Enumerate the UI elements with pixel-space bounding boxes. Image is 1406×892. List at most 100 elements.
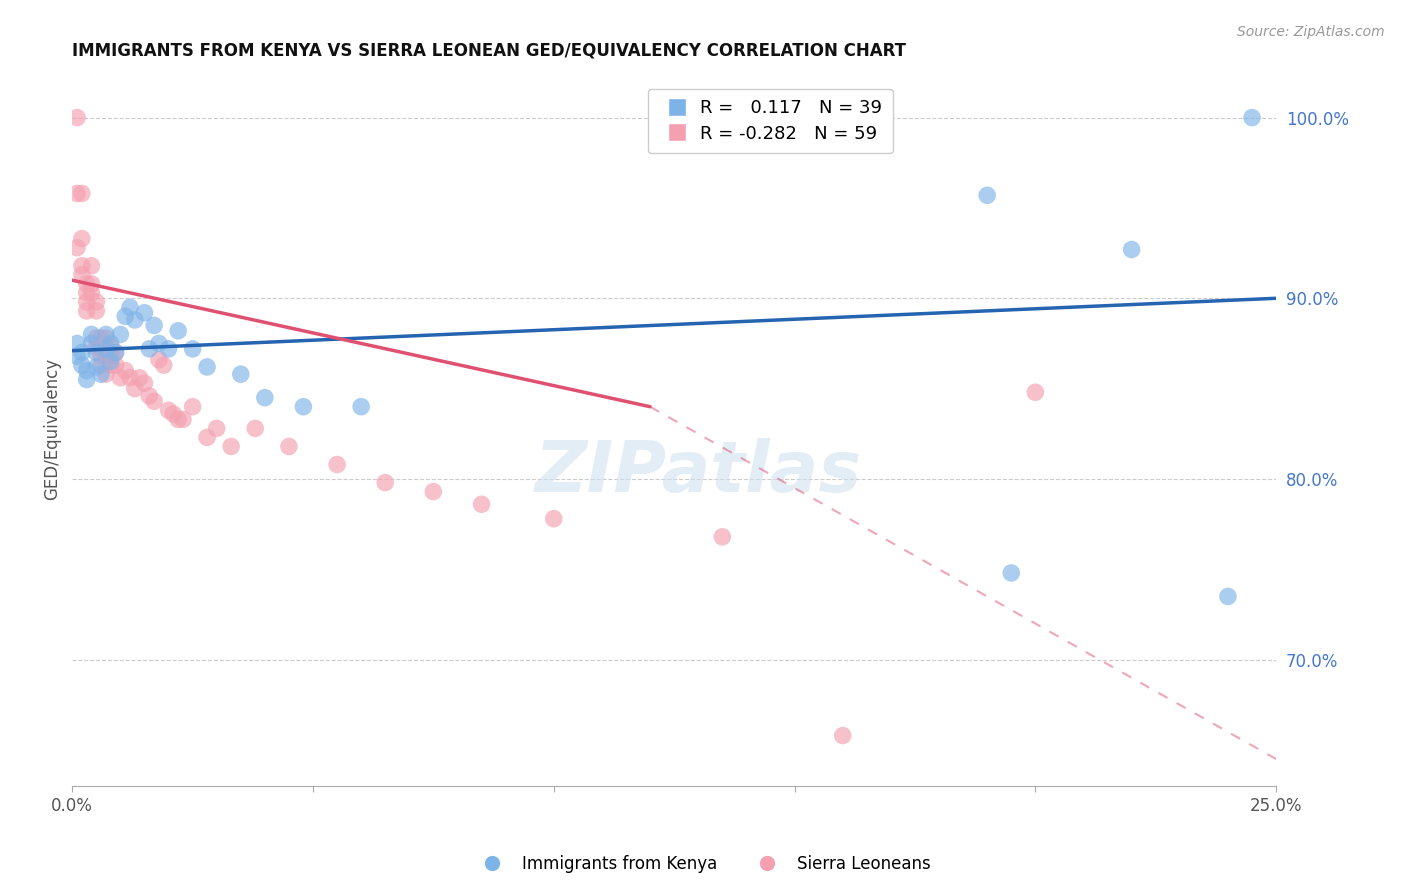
Point bbox=[94, 349, 117, 363]
Point bbox=[148, 352, 170, 367]
Point bbox=[134, 306, 156, 320]
Point bbox=[195, 430, 218, 444]
Point bbox=[118, 301, 141, 315]
Point bbox=[138, 389, 160, 403]
Text: ZIPatlas: ZIPatlas bbox=[534, 438, 862, 507]
Point bbox=[1024, 385, 1046, 400]
Point bbox=[157, 403, 180, 417]
Point bbox=[100, 336, 122, 351]
Point bbox=[114, 310, 136, 324]
Point bbox=[124, 382, 146, 396]
Point bbox=[94, 331, 117, 345]
Point bbox=[66, 111, 89, 125]
Point bbox=[100, 358, 122, 372]
Point bbox=[76, 373, 98, 387]
Point bbox=[66, 241, 89, 255]
Point bbox=[80, 285, 103, 300]
Point bbox=[124, 313, 146, 327]
Point bbox=[292, 400, 315, 414]
Point bbox=[229, 367, 252, 381]
Point bbox=[543, 512, 565, 526]
Point bbox=[167, 324, 190, 338]
Point bbox=[94, 367, 117, 381]
Point bbox=[80, 336, 103, 351]
Point bbox=[162, 407, 184, 421]
Point bbox=[84, 304, 107, 318]
Point bbox=[138, 342, 160, 356]
Point bbox=[195, 359, 218, 374]
Point bbox=[711, 530, 734, 544]
Point bbox=[134, 376, 156, 391]
Point bbox=[143, 394, 166, 409]
Point bbox=[76, 277, 98, 291]
Point bbox=[100, 349, 122, 363]
Point bbox=[374, 475, 396, 490]
Point bbox=[70, 232, 93, 246]
Point bbox=[70, 268, 93, 282]
Point bbox=[94, 327, 117, 342]
Point bbox=[110, 371, 132, 385]
Point bbox=[118, 371, 141, 385]
Point bbox=[94, 340, 117, 354]
Point bbox=[172, 412, 194, 426]
Point bbox=[152, 358, 174, 372]
Text: IMMIGRANTS FROM KENYA VS SIERRA LEONEAN GED/EQUIVALENCY CORRELATION CHART: IMMIGRANTS FROM KENYA VS SIERRA LEONEAN … bbox=[72, 42, 907, 60]
Point bbox=[84, 294, 107, 309]
Point bbox=[181, 342, 204, 356]
Legend: R =   0.117   N = 39, R = -0.282   N = 59: R = 0.117 N = 39, R = -0.282 N = 59 bbox=[648, 88, 893, 153]
Point bbox=[181, 400, 204, 414]
Point bbox=[70, 186, 93, 201]
Text: Source: ZipAtlas.com: Source: ZipAtlas.com bbox=[1237, 25, 1385, 39]
Point bbox=[76, 363, 98, 377]
Point bbox=[104, 358, 127, 372]
Point bbox=[422, 484, 444, 499]
Point bbox=[253, 391, 276, 405]
Point bbox=[326, 458, 349, 472]
Point bbox=[976, 188, 998, 202]
Point bbox=[90, 358, 112, 372]
Point bbox=[104, 345, 127, 359]
Point bbox=[76, 294, 98, 309]
Point bbox=[350, 400, 373, 414]
Point bbox=[84, 331, 107, 345]
Point bbox=[84, 340, 107, 354]
Point bbox=[66, 186, 89, 201]
Point bbox=[70, 345, 93, 359]
Point bbox=[167, 412, 190, 426]
Point bbox=[831, 729, 853, 743]
Point bbox=[94, 342, 117, 356]
Point bbox=[100, 354, 122, 368]
Point bbox=[1216, 590, 1239, 604]
Point bbox=[148, 336, 170, 351]
Point bbox=[100, 340, 122, 354]
Point bbox=[1240, 111, 1263, 125]
Point bbox=[80, 327, 103, 342]
Point bbox=[245, 421, 267, 435]
Point bbox=[1000, 566, 1022, 580]
Point bbox=[70, 358, 93, 372]
Point bbox=[157, 342, 180, 356]
Point bbox=[84, 345, 107, 359]
Point bbox=[205, 421, 228, 435]
Point bbox=[70, 259, 93, 273]
Point bbox=[90, 367, 112, 381]
Point bbox=[66, 349, 89, 363]
Point bbox=[277, 440, 299, 454]
Point bbox=[219, 440, 242, 454]
Point bbox=[76, 304, 98, 318]
Point bbox=[80, 277, 103, 291]
Point bbox=[76, 285, 98, 300]
Point bbox=[114, 363, 136, 377]
Point bbox=[66, 336, 89, 351]
Point bbox=[110, 327, 132, 342]
Point bbox=[143, 318, 166, 333]
Point bbox=[104, 345, 127, 359]
Point bbox=[128, 371, 150, 385]
Point bbox=[470, 497, 492, 511]
Legend: Immigrants from Kenya, Sierra Leoneans: Immigrants from Kenya, Sierra Leoneans bbox=[468, 848, 938, 880]
Y-axis label: GED/Equivalency: GED/Equivalency bbox=[44, 359, 60, 500]
Point bbox=[80, 259, 103, 273]
Point bbox=[90, 340, 112, 354]
Point bbox=[90, 331, 112, 345]
Point bbox=[84, 359, 107, 374]
